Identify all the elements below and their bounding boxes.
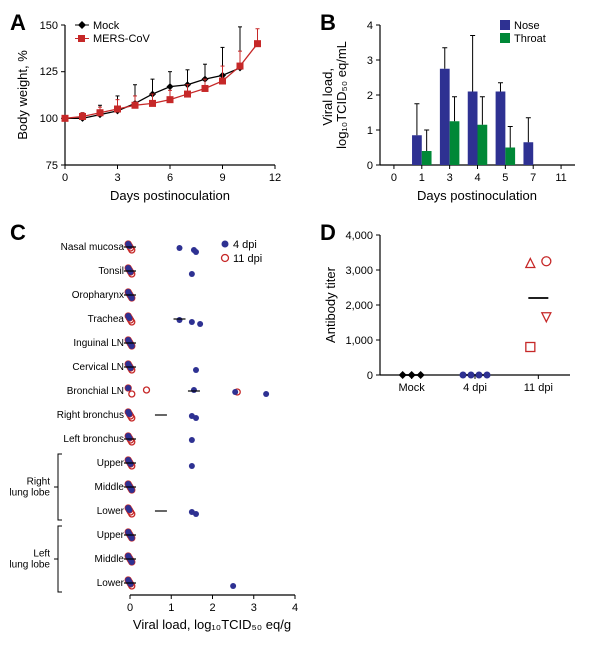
panel-a-chart: 75 100 125 150 0 3 6 9 12 Days postinocu… [10,10,310,210]
svg-text:3: 3 [114,172,120,184]
svg-text:Mock: Mock [399,382,426,394]
svg-text:0: 0 [62,172,68,184]
svg-text:1: 1 [367,125,373,137]
svg-text:11: 11 [555,172,566,184]
svg-text:lung lobe: lung lobe [9,488,50,499]
svg-text:1,000: 1,000 [345,335,373,347]
panel-c-legend: 4 dpi 11 dpi [222,239,263,265]
svg-text:Left bronchus: Left bronchus [63,434,124,445]
panel-d-plot: Mock 4 dpi 11 dpi [399,257,553,394]
panel-b-bars [412,36,533,166]
svg-text:9: 9 [219,172,225,184]
svg-text:75: 75 [46,160,58,172]
svg-text:lung lobe: lung lobe [9,560,50,571]
x-ticks: 0 3 6 9 12 [62,165,281,184]
svg-text:4: 4 [367,20,373,32]
svg-text:Lower: Lower [97,506,125,517]
svg-text:12: 12 [269,172,281,184]
svg-text:3: 3 [367,55,373,67]
svg-text:Nose: Nose [514,20,540,32]
y-ticks: 75 100 125 150 [40,20,65,172]
svg-text:1: 1 [419,172,425,184]
svg-text:3: 3 [447,172,453,184]
x-axis-title-c: Viral load, log₁₀TCID₅₀ eq/g [133,617,291,632]
svg-text:11 dpi: 11 dpi [524,382,553,394]
svg-text:Throat: Throat [514,33,546,45]
svg-text:Oropharynx: Oropharynx [72,290,124,301]
svg-text:0: 0 [391,172,397,184]
svg-text:Lower: Lower [97,578,125,589]
panel-b-label: B [320,10,336,36]
panel-d: D 0 1,000 2,000 3,000 4,000 Mock 4 dpi 11 … [320,220,600,640]
svg-text:7: 7 [530,172,536,184]
svg-text:Mock: Mock [93,20,120,32]
panel-a: A 75 100 125 150 0 3 6 9 1 [10,10,310,210]
svg-text:0: 0 [127,602,133,614]
svg-text:150: 150 [40,20,58,32]
svg-text:2,000: 2,000 [345,300,373,312]
svg-text:100: 100 [40,113,58,125]
panel-b: B 0 1 2 3 4 01345711 Days postinoculatio… [320,10,600,210]
panel-a-label: A [10,10,26,36]
svg-text:4: 4 [474,172,480,184]
panel-d-chart: 0 1,000 2,000 3,000 4,000 Mock 4 dpi 11 dp… [320,220,600,420]
panel-a-legend: Mock MERS-CoV [75,20,151,45]
svg-text:4 dpi: 4 dpi [463,382,487,394]
panel-a-plot [62,27,262,122]
y-axis-title-b: Viral load, log₁₀TCID₅₀ eq/mL [320,41,349,149]
svg-text:Upper: Upper [97,458,125,469]
svg-text:Bronchial LN: Bronchial LN [67,386,124,397]
svg-text:Cervical LN: Cervical LN [72,362,124,373]
panel-c-plot: Nasal mucosa Tonsil Oropharynx Trachea Ingui… [9,241,269,592]
svg-text:3,000: 3,000 [345,265,373,277]
panel-d-label: D [320,220,336,246]
svg-text:125: 125 [40,66,58,78]
svg-text:Nasal mucosa: Nasal mucosa [61,242,125,253]
x-axis-title-b: Days postinoculation [417,188,537,203]
panel-c-chart: 0 1 2 3 4 Viral load, log₁₀TCID₅₀ eq/g N… [10,220,310,640]
svg-text:6: 6 [167,172,173,184]
svg-text:4: 4 [292,602,298,614]
svg-text:1: 1 [168,602,174,614]
svg-text:Upper: Upper [97,530,125,541]
panel-c-label: C [10,220,26,246]
y-axis-title-d: Antibody titer [323,266,338,343]
x-ticks-c: 0 1 2 3 4 [127,595,298,614]
svg-text:Tonsil: Tonsil [98,266,124,277]
panel-c: C 0 1 2 3 4 Viral load, log₁₀TCID₅₀ eq/g… [10,220,310,640]
svg-text:Right bronchus: Right bronchus [57,410,124,421]
svg-text:2: 2 [209,602,215,614]
svg-text:MERS-CoV: MERS-CoV [93,33,151,45]
svg-text:Trachea: Trachea [88,314,125,325]
x-axis-title: Days postinoculation [110,188,230,203]
svg-text:Middle: Middle [95,554,125,565]
svg-text:0: 0 [367,370,373,382]
svg-text:2: 2 [367,90,373,102]
svg-text:Right: Right [27,477,51,488]
svg-text:4,000: 4,000 [345,230,373,242]
y-ticks-b: 0 1 2 3 4 [367,20,380,172]
svg-text:Left: Left [33,549,50,560]
svg-text:5: 5 [502,172,508,184]
svg-text:Middle: Middle [95,482,125,493]
svg-text:11 dpi: 11 dpi [233,253,262,265]
panel-b-legend: Nose Throat [500,20,546,45]
svg-text:3: 3 [251,602,257,614]
svg-text:4 dpi: 4 dpi [233,239,257,251]
svg-text:Inguinal LN: Inguinal LN [73,338,124,349]
svg-text:0: 0 [367,160,373,172]
y-axis-title: Body weight, % [15,50,30,140]
panel-b-chart: 0 1 2 3 4 01345711 Days postinoculation … [320,10,600,210]
